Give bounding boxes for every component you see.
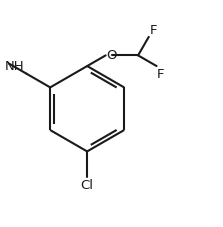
- Text: Cl: Cl: [81, 178, 94, 191]
- Text: O: O: [107, 49, 117, 62]
- Text: NH: NH: [4, 60, 24, 73]
- Text: F: F: [149, 24, 157, 37]
- Text: F: F: [157, 67, 165, 80]
